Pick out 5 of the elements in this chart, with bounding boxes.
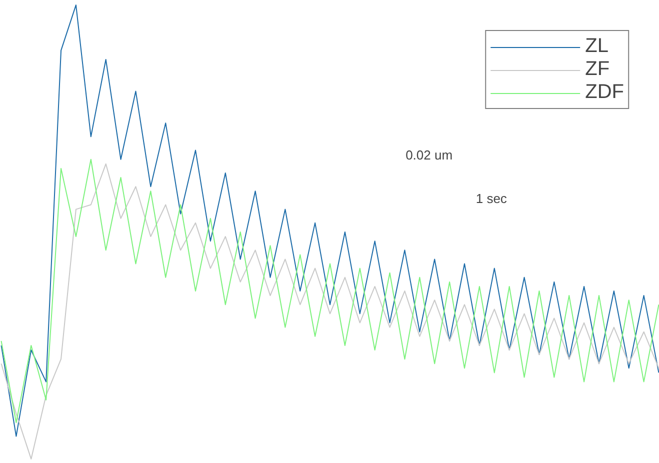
legend-label: ZL: [585, 35, 608, 58]
annotation: 0.02 um: [406, 147, 453, 162]
annotation: 1 sec: [476, 191, 508, 206]
legend-label: ZF: [585, 58, 610, 81]
legend-label: ZDF: [585, 81, 624, 104]
